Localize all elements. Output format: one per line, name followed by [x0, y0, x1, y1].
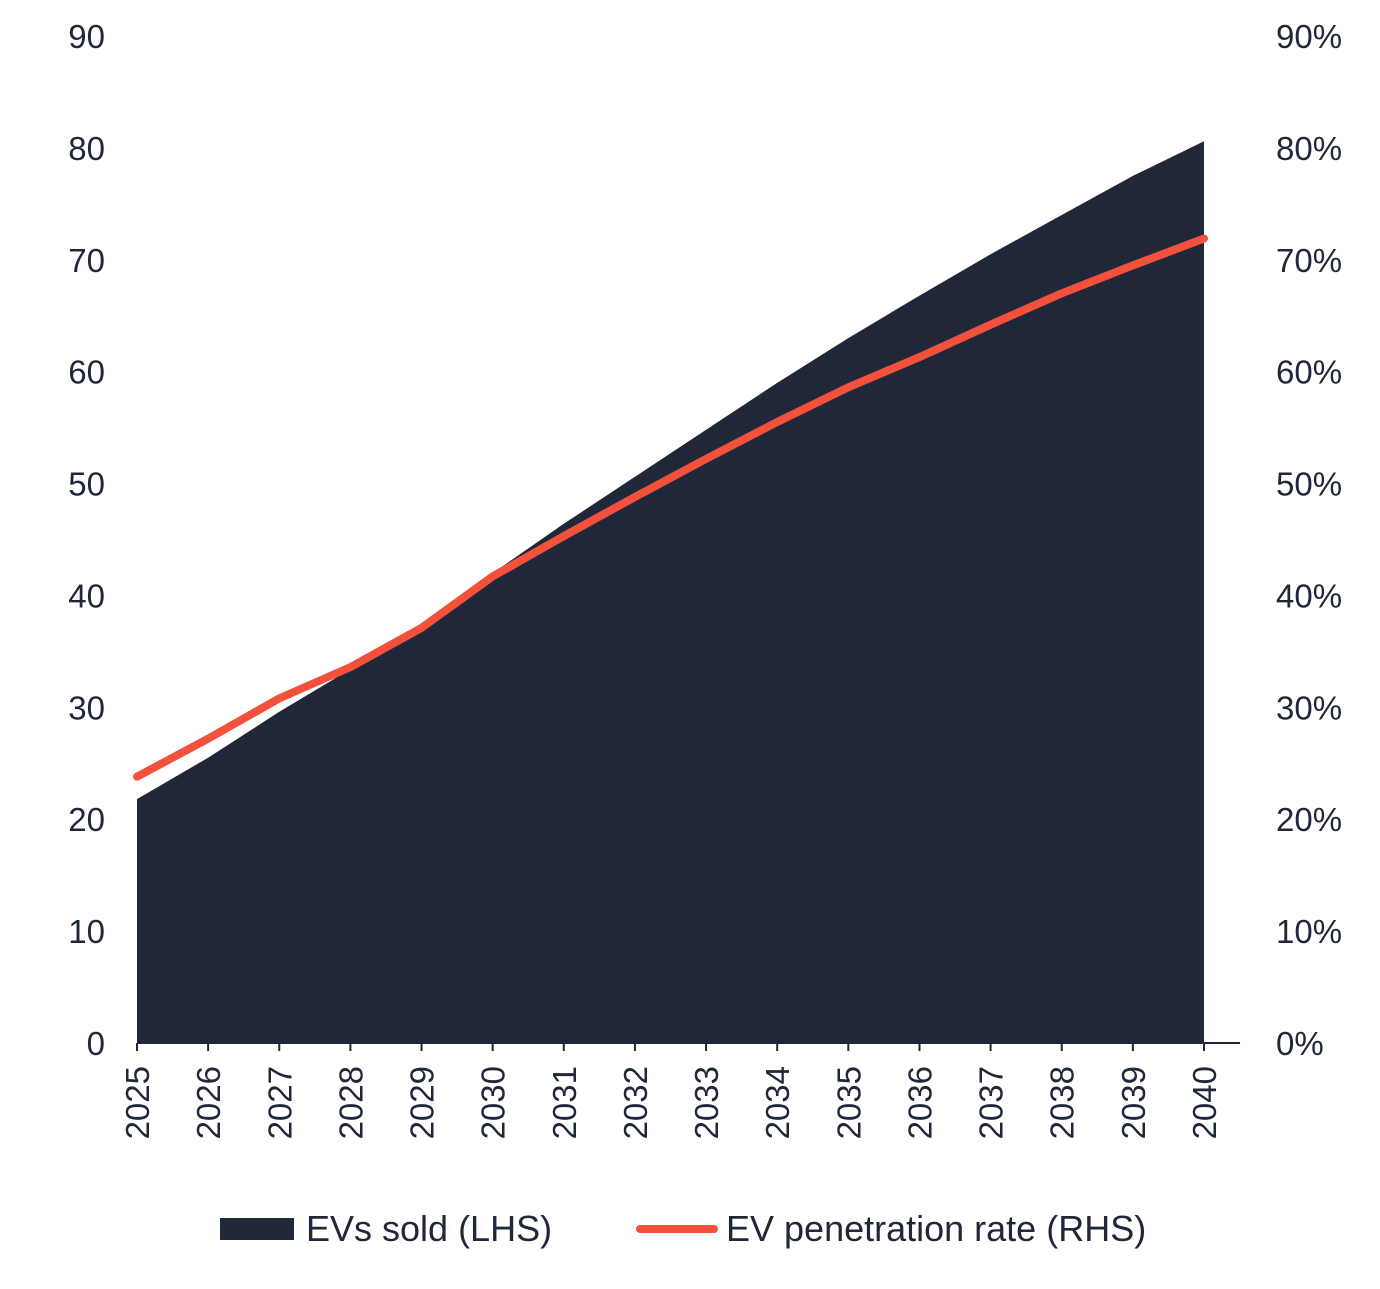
evs-sold-area-layer: [137, 141, 1204, 1043]
x-axis-tick-label: 2034: [759, 1066, 796, 1139]
left-axis-tick-label: 30: [68, 689, 105, 726]
x-axis-tick-label: 2032: [617, 1066, 654, 1139]
right-axis-tick-label: 0%: [1276, 1025, 1324, 1062]
left-axis-tick-label: 10: [68, 913, 105, 950]
right-axis-tick-label: 10%: [1276, 913, 1342, 950]
axis-layer: [136, 1042, 1240, 1051]
x-axis-tick-label: 2025: [119, 1066, 156, 1139]
left-axis-tick-label: 0: [87, 1025, 105, 1062]
left-axis-tick-label: 70: [68, 242, 105, 279]
legend-swatch-line: [636, 1225, 718, 1233]
legend: EVs sold (LHS) EV penetration rate (RHS): [0, 1200, 1380, 1260]
right-axis-tick-label: 50%: [1276, 466, 1342, 503]
right-axis-tick-label: 60%: [1276, 354, 1342, 391]
right-axis-tick-label: 80%: [1276, 130, 1342, 167]
x-axis-tick-label: 2029: [404, 1066, 441, 1139]
right-axis-tick-label: 70%: [1276, 242, 1342, 279]
legend-label-penetration-rate: EV penetration rate (RHS): [726, 1208, 1147, 1249]
right-axis-tick-label: 30%: [1276, 689, 1342, 726]
x-axis-tick-label: 2036: [901, 1066, 938, 1139]
penetration-line-layer: [133, 234, 1208, 781]
left-axis-tick-label: 40: [68, 577, 105, 614]
left-axis-tick-label: 50: [68, 466, 105, 503]
legend-swatch-area: [220, 1218, 294, 1240]
x-axis-tick-label: 2035: [830, 1066, 867, 1139]
legend-label-evs-sold: EVs sold (LHS): [306, 1208, 553, 1249]
x-axis-tick-label: 2026: [190, 1066, 227, 1139]
left-axis-tick-label: 60: [68, 354, 105, 391]
left-axis-tick-label: 80: [68, 130, 105, 167]
evs-sold-area: [137, 141, 1204, 1043]
x-axis-tick-label: 2030: [475, 1066, 512, 1139]
right-axis-tick-label: 40%: [1276, 577, 1342, 614]
x-axis-tick-label: 2027: [261, 1066, 298, 1139]
legend-item-evs-sold: EVs sold (LHS): [220, 1208, 552, 1250]
right-axis-tick-label: 20%: [1276, 801, 1342, 838]
left-axis-ticks: 0 10 20 30 40 50 60 70 80 90: [68, 18, 105, 1062]
x-axis-tick-label: 2039: [1115, 1066, 1152, 1139]
x-axis-tick-label: 2037: [973, 1066, 1010, 1139]
x-axis-tick-label: 2031: [546, 1066, 583, 1139]
left-axis-tick-label: 20: [68, 801, 105, 838]
left-axis-tick-label: 90: [68, 18, 105, 55]
right-axis-ticks: 0% 10% 20% 30% 40% 50% 60% 70% 80% 90%: [1276, 18, 1342, 1062]
legend-item-penetration-rate: EV penetration rate (RHS): [636, 1208, 1146, 1250]
x-axis-tick-label: 2038: [1044, 1066, 1081, 1139]
x-axis-ticks: 2025 2026 2027 2028 2029 2030 2031 2032 2033 2034…: [119, 1066, 1223, 1139]
x-axis-tick-label: 2033: [688, 1066, 725, 1139]
x-axis-tick-label: 2040: [1186, 1066, 1223, 1139]
right-axis-tick-label: 90%: [1276, 18, 1342, 55]
penetration-rate-line: [133, 234, 1208, 781]
x-axis-tick-label: 2028: [332, 1066, 369, 1139]
